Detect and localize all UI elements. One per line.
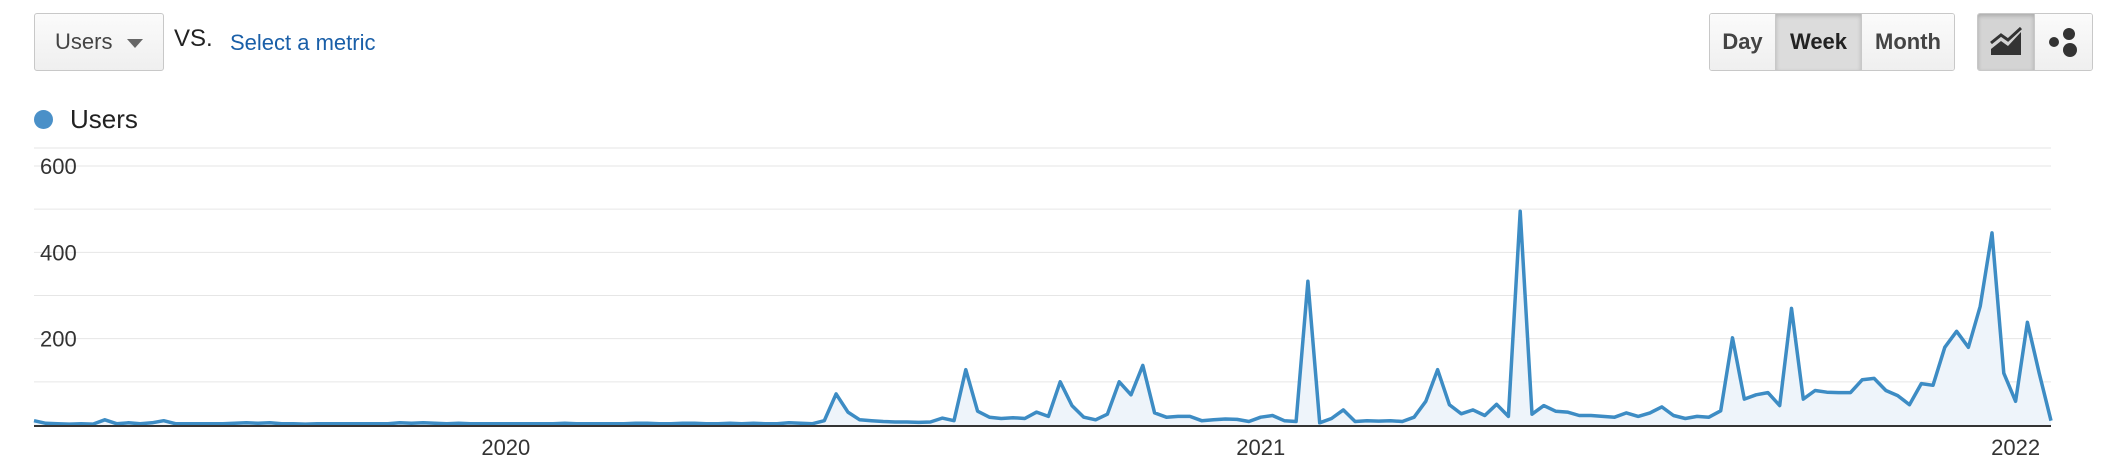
x-tick-label: 2022	[1991, 435, 2040, 460]
month-button[interactable]: Month	[1862, 14, 1954, 70]
y-axis-ticks: 600 400 200	[40, 154, 77, 352]
line-chart-button[interactable]	[1978, 14, 2035, 70]
granularity-toggle: Day Week Month	[1709, 13, 1955, 71]
line-chart-icon	[1990, 27, 2023, 55]
x-tick-label: 2020	[481, 435, 530, 460]
legend-label: Users	[70, 104, 138, 134]
primary-metric-dropdown[interactable]: Users	[34, 13, 164, 71]
motion-chart-button[interactable]	[2035, 14, 2092, 70]
y-tick-label: 200	[40, 327, 77, 352]
chevron-down-icon	[127, 39, 143, 48]
primary-metric-label: Users	[55, 29, 113, 54]
chart-type-toggle	[1977, 13, 2093, 71]
day-button[interactable]: Day	[1710, 14, 1776, 70]
week-button[interactable]: Week	[1776, 14, 1862, 70]
series-area	[34, 211, 2051, 425]
series-line	[33, 209, 2053, 426]
y-tick-label: 600	[40, 154, 77, 179]
gridlines	[34, 147, 2051, 383]
series-color-dot	[34, 110, 53, 129]
select-metric-link[interactable]: Select a metric	[230, 30, 376, 55]
x-tick-label: 2021	[1236, 435, 1285, 460]
vs-label: VS.	[174, 25, 213, 52]
y-tick-label: 400	[40, 240, 77, 265]
motion-chart-icon	[2048, 28, 2077, 57]
chart-legend: Users	[34, 104, 138, 135]
x-axis-ticks: 2020 2021 2022	[481, 435, 2040, 460]
